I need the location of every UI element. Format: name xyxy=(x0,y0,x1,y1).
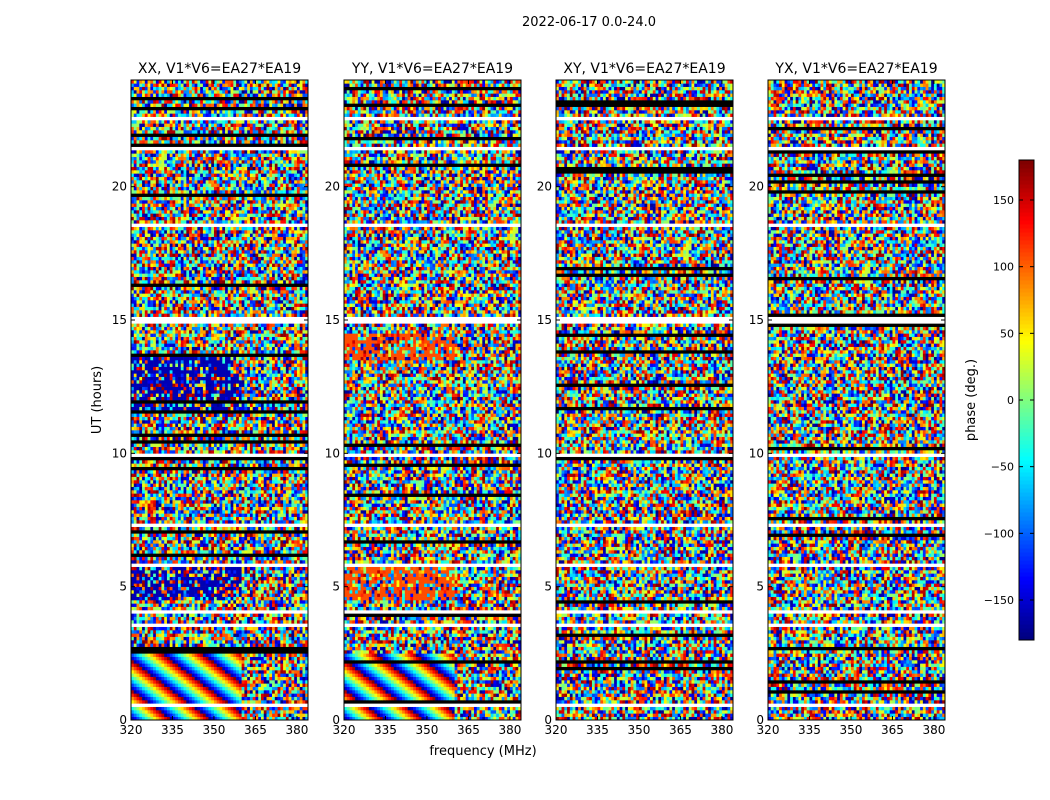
x-axis-label: frequency (MHz) xyxy=(429,744,536,759)
y-tick-label: 0 xyxy=(332,713,340,727)
x-tick-label: 335 xyxy=(374,723,397,737)
y-tick-label: 0 xyxy=(119,713,127,727)
x-tick-label: 350 xyxy=(840,723,863,737)
colorbar: 150 100 50 0 −50 −100 −150 xyxy=(984,160,1034,641)
colorbar-tick-label: 100 xyxy=(993,261,1014,274)
y-tick-label: 15 xyxy=(112,313,127,327)
y-tick-label: 15 xyxy=(325,313,340,327)
x-tick-label: 380 xyxy=(498,723,521,737)
phase-heatmap xyxy=(344,80,521,720)
panel-title: YX, V1*V6=EA27*EA19 xyxy=(774,61,937,77)
colorbar-tick-label: −150 xyxy=(984,594,1014,607)
y-tick-label: 15 xyxy=(537,313,552,327)
y-tick-label: 20 xyxy=(112,180,127,194)
x-tick-label: 365 xyxy=(457,723,480,737)
x-tick-label: 335 xyxy=(586,723,609,737)
x-tick-label: 350 xyxy=(203,723,226,737)
panel-title: XY, V1*V6=EA27*EA19 xyxy=(563,61,725,77)
panel-title: XX, V1*V6=EA27*EA19 xyxy=(138,61,301,77)
colorbar-tick-label: 0 xyxy=(1007,394,1014,407)
phase-heatmap xyxy=(131,80,308,720)
y-tick-label: 5 xyxy=(332,580,340,594)
phase-heatmap xyxy=(768,80,945,720)
x-tick-label: 365 xyxy=(244,723,267,737)
phase-heatmap xyxy=(556,80,733,720)
y-tick-label: 0 xyxy=(756,713,764,727)
y-axis-label: UT (hours) xyxy=(90,366,105,434)
x-tick-label: 335 xyxy=(798,723,821,737)
y-tick-label: 10 xyxy=(112,446,127,460)
y-tick-label: 20 xyxy=(749,180,764,194)
x-tick-label: 350 xyxy=(416,723,439,737)
figure-suptitle: 2022-06-17 0.0-24.0 xyxy=(522,15,656,30)
x-tick-label: 335 xyxy=(161,723,184,737)
x-tick-label: 380 xyxy=(922,723,945,737)
y-tick-label: 5 xyxy=(544,580,552,594)
colorbar-label: phase (deg.) xyxy=(964,359,979,441)
y-tick-label: 0 xyxy=(544,713,552,727)
y-tick-label: 10 xyxy=(749,446,764,460)
colorbar-tick-label: −100 xyxy=(984,527,1014,540)
x-tick-label: 350 xyxy=(628,723,651,737)
panel-title: YY, V1*V6=EA27*EA19 xyxy=(351,61,513,77)
y-tick-label: 15 xyxy=(749,313,764,327)
x-tick-label: 380 xyxy=(285,723,308,737)
x-tick-label: 380 xyxy=(710,723,733,737)
colorbar-tick-label: 150 xyxy=(993,194,1014,207)
y-tick-label: 20 xyxy=(325,180,340,194)
x-tick-label: 365 xyxy=(669,723,692,737)
y-tick-label: 10 xyxy=(325,446,340,460)
y-tick-label: 10 xyxy=(537,446,552,460)
colorbar-tick-label: 50 xyxy=(1000,327,1014,340)
y-tick-label: 5 xyxy=(756,580,764,594)
y-tick-label: 20 xyxy=(537,180,552,194)
colorbar-tick-label: −50 xyxy=(991,461,1014,474)
y-tick-label: 5 xyxy=(119,580,127,594)
x-tick-label: 365 xyxy=(881,723,904,737)
